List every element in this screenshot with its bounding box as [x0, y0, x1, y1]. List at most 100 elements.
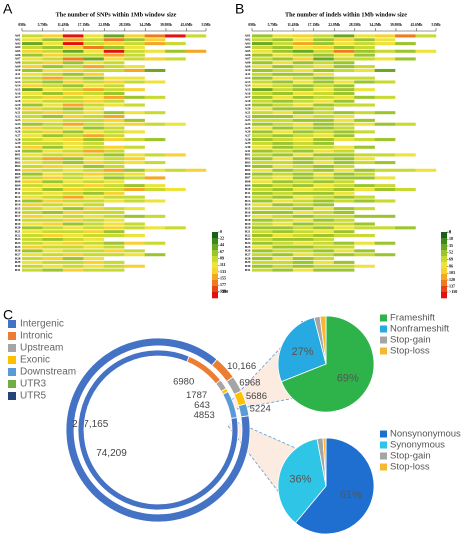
heat-cell: [272, 122, 294, 126]
heat-cell: [333, 176, 355, 180]
row-label: B06: [245, 172, 251, 176]
heat-cell: [252, 34, 273, 38]
heat-cell: [333, 57, 355, 61]
row-label: A12: [245, 76, 251, 80]
row-label: B28: [245, 256, 251, 260]
heat-cell: [354, 153, 375, 157]
row-label: A15: [15, 87, 21, 91]
heat-cell: [313, 161, 334, 165]
heat-cell: [272, 260, 294, 264]
heat-cell: [62, 91, 84, 96]
x-tick-label: 0Mb: [248, 23, 255, 27]
row-label: B09: [15, 183, 21, 187]
heat-cell: [22, 103, 43, 107]
heat-cell: [83, 249, 104, 253]
row-label: B30: [15, 264, 21, 268]
heat-cell: [313, 68, 334, 72]
heat-cell: [22, 222, 43, 226]
heat-cell: [272, 199, 294, 203]
heat-cell: [22, 61, 43, 65]
heat-cell: [62, 34, 84, 38]
row-label: B01: [15, 153, 21, 157]
heat-cell: [144, 95, 166, 99]
colorbar-swatch: [441, 262, 447, 269]
row-label: A30: [15, 145, 21, 149]
heat-cell: [62, 226, 84, 230]
colorbar-swatch: [441, 244, 447, 251]
heat-cell: [83, 118, 104, 122]
row-label: B16: [15, 210, 21, 214]
heat-cell: [124, 253, 145, 257]
heat-cell: [292, 49, 314, 53]
colorbar-swatch: [212, 256, 218, 263]
heat-cell: [103, 214, 125, 218]
heat-cell: [333, 153, 355, 157]
heat-cell: [83, 53, 104, 57]
row-label: B11: [15, 191, 21, 195]
heat-cell: [42, 80, 64, 84]
heat-cell: [83, 72, 104, 76]
heat-cell: [374, 153, 396, 157]
heat-cell: [272, 176, 294, 180]
heat-cell: [354, 118, 375, 122]
heat-cell: [62, 145, 84, 149]
x-tick-label: 51Mb: [432, 23, 441, 27]
heat-cell: [42, 49, 64, 53]
heat-cell: [333, 65, 355, 69]
heat-cell: [292, 126, 314, 130]
heat-cell: [103, 45, 125, 49]
heat-cell: [354, 130, 375, 134]
heat-cell: [333, 241, 355, 245]
heat-cell: [333, 134, 355, 138]
x-tick-label: 17.1Mb: [78, 23, 90, 27]
pie-slice: [280, 315, 375, 413]
heat-cell: [83, 222, 104, 226]
heat-cell: [333, 168, 355, 172]
heat-cell: [103, 99, 125, 103]
heat-cell: [83, 257, 104, 261]
heat-cell: [103, 68, 125, 72]
heat-cell: [62, 237, 84, 241]
row-label: B29: [15, 260, 21, 264]
heat-cell: [62, 107, 84, 111]
legend-swatch: [380, 325, 387, 333]
heat-cell: [83, 195, 104, 199]
heat-cell: [354, 45, 375, 49]
heat-cell: [252, 157, 273, 161]
heat-cell: [83, 80, 104, 84]
heat-cell: [252, 199, 273, 203]
heat-cell: [83, 38, 104, 42]
row-label: A11: [15, 72, 21, 76]
legend-label: Upstream: [20, 343, 63, 354]
heat-cell: [354, 122, 375, 126]
heat-cell: [354, 76, 375, 80]
heat-cell: [333, 84, 355, 88]
heat-cell: [252, 253, 273, 257]
heat-cell: [313, 226, 334, 230]
heat-cell: [62, 72, 84, 76]
heat-cell: [354, 53, 375, 57]
colorbar-swatch: [212, 286, 218, 293]
colorbar-tick-label: 1: [449, 229, 451, 234]
heat-cell: [313, 214, 334, 218]
heat-cell: [83, 268, 104, 272]
heat-cell: [292, 157, 314, 161]
heat-cell: [252, 126, 273, 130]
heat-cell: [22, 268, 43, 272]
pie-slice: [277, 317, 327, 383]
heat-cell: [313, 95, 334, 99]
heat-cell: [313, 111, 334, 115]
colorbar-tick-label: 18: [449, 236, 453, 241]
heat-cell: [354, 80, 375, 84]
legend-swatch: [380, 314, 387, 322]
heat-cell: [62, 61, 84, 65]
heat-cell: [22, 241, 43, 245]
heat-cell: [62, 111, 84, 115]
heat-cell: [313, 191, 334, 195]
heat-cell: [333, 214, 355, 218]
colorbar-tick-label: 35: [449, 243, 453, 248]
heat-cell: [22, 72, 43, 76]
heat-cell: [83, 149, 104, 153]
heat-cell: [103, 245, 125, 249]
heat-cell: [103, 38, 125, 42]
